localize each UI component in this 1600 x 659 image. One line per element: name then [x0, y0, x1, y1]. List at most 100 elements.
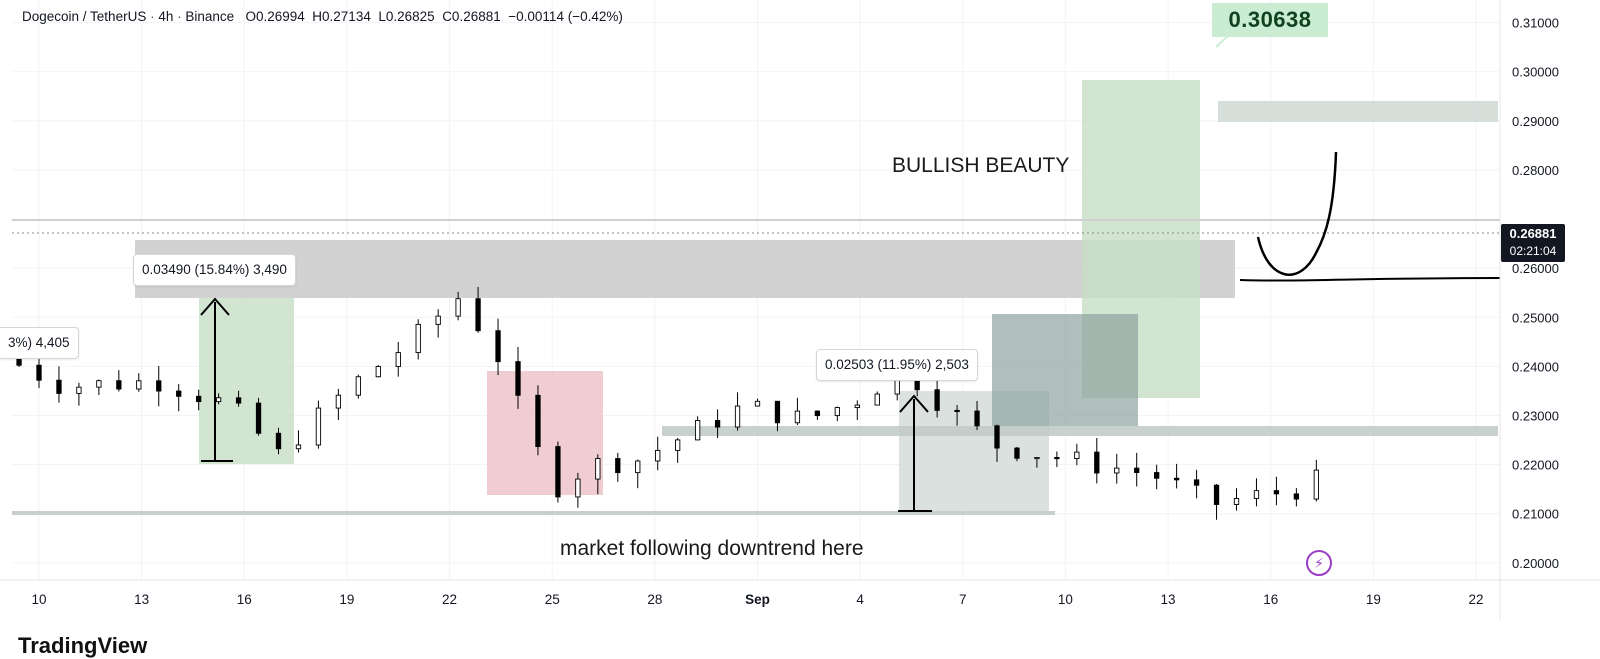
price-tick-label: 0.26000 [1512, 261, 1559, 276]
candle [415, 319, 421, 360]
time-tick-label: 4 [856, 592, 864, 607]
price-tick-label: 0.22000 [1512, 458, 1559, 473]
candle [1114, 453, 1120, 484]
chart-drawings [200, 35, 1501, 512]
measure-arrow-1-head [200, 297, 230, 316]
price-tick-label: 0.29000 [1512, 114, 1559, 129]
candle [1074, 443, 1080, 466]
candle [734, 392, 741, 431]
breakout-zone-slate [992, 314, 1138, 426]
current-price-tag: 0.26881 02:21:04 [1501, 224, 1565, 262]
candle [315, 400, 322, 449]
candle [176, 384, 182, 412]
time-tick-label: 13 [1161, 592, 1176, 607]
candle [814, 410, 821, 421]
candle [714, 409, 721, 439]
candle [116, 370, 122, 392]
measure-label-1: 0.03490 (15.84%) 3,490 [133, 254, 296, 286]
candle [455, 291, 461, 321]
candle [196, 389, 202, 411]
candle [235, 390, 242, 407]
candle [794, 397, 801, 426]
support-zone-grey [135, 240, 1235, 298]
candle [1233, 488, 1240, 511]
candle [36, 358, 42, 389]
candle [1293, 488, 1300, 507]
candle [774, 400, 781, 432]
peak-pointer [1215, 35, 1229, 48]
candle [76, 382, 82, 406]
current-price-value: 0.26881 [1509, 226, 1557, 241]
symbol-name[interactable]: Dogecoin / TetherUS [22, 9, 147, 24]
downtrend-annotation: market following downtrend here [560, 537, 864, 560]
candle [255, 397, 262, 436]
candle [555, 441, 561, 503]
time-tick-label: 7 [959, 592, 967, 607]
candle [1313, 459, 1319, 502]
candle [694, 416, 701, 441]
measure-label-left: 3%) 4,405 [0, 327, 79, 359]
candle [675, 437, 681, 463]
price-tick-label: 0.25000 [1512, 310, 1559, 325]
candle [275, 427, 282, 455]
neckline [1239, 277, 1501, 282]
candle [495, 318, 501, 376]
candle [1034, 456, 1040, 468]
resistance-band-mid [662, 426, 1498, 436]
candle [854, 400, 860, 420]
price-tick-label: 0.30000 [1512, 65, 1559, 80]
price-axis: 0.31000 0.30000 0.29000 0.28000 0.26000 0.250… [1512, 16, 1559, 571]
candle [595, 454, 601, 495]
candle [994, 424, 1000, 462]
candle [56, 366, 62, 403]
measure-label-2: 0.02503 (11.95%) 2,503 [816, 349, 978, 381]
time-tick-label: Sep [745, 592, 770, 607]
measure-arrow-2-head [899, 394, 929, 413]
candle [435, 309, 441, 338]
candle [1014, 446, 1020, 462]
supply-zone-red [487, 371, 603, 495]
candle [375, 365, 381, 378]
timeframe[interactable]: 4h [158, 9, 174, 24]
chart-zones [12, 80, 1500, 515]
time-tick-label: 22 [442, 592, 457, 607]
axes: 0.31000 0.30000 0.29000 0.28000 0.26000 0.250… [0, 0, 1600, 620]
candle [295, 430, 302, 453]
candle [655, 436, 661, 471]
time-tick-label: 28 [647, 592, 662, 607]
time-tick-label: 10 [1058, 592, 1073, 607]
candle [395, 341, 401, 377]
candle [954, 405, 960, 426]
time-tick-label: 10 [31, 592, 46, 607]
ohlc-change: −0.00114 (−0.42%) [508, 9, 623, 24]
candle [934, 377, 940, 418]
lightning-icon[interactable]: ⚡ [1306, 550, 1332, 576]
price-tick-label: 0.23000 [1512, 408, 1559, 423]
candle [215, 393, 222, 405]
time-tick-label: 19 [1366, 592, 1381, 607]
price-tick-label: 0.31000 [1512, 16, 1559, 31]
ohlc-high: H0.27134 [312, 9, 371, 24]
candle [535, 385, 541, 456]
candle [1054, 451, 1060, 468]
candle [475, 287, 481, 333]
bar-countdown: 02:21:04 [1509, 244, 1557, 258]
cup-pattern-curve [1256, 151, 1338, 276]
candle [615, 452, 621, 482]
candle [335, 388, 342, 421]
price-tick-label: 0.28000 [1512, 163, 1559, 178]
price-tick-label: 0.24000 [1512, 359, 1559, 374]
time-tick-label: 16 [237, 592, 252, 607]
bullish-beauty-annotation: BULLISH BEAUTY [892, 154, 1070, 177]
candle [1134, 452, 1140, 487]
price-tick-label: 0.20000 [1512, 556, 1559, 571]
ohlc-low: L0.26825 [378, 9, 435, 24]
candle [575, 472, 581, 508]
candle [834, 406, 840, 422]
resistance-zone-top-right [1218, 101, 1498, 122]
candle [1154, 464, 1160, 490]
candle [635, 459, 641, 489]
time-tick-label: 13 [134, 592, 149, 607]
candle [156, 366, 162, 407]
candle [515, 347, 521, 409]
